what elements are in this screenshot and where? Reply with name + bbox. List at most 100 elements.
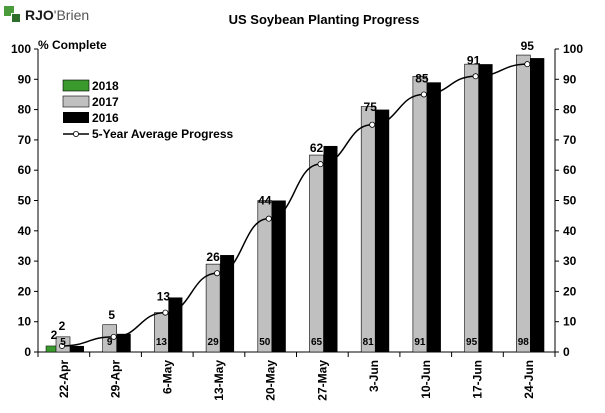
average-point (472, 73, 479, 80)
y-tick-label-left: 30 (18, 254, 32, 268)
bar-2016 (70, 345, 84, 352)
bar-2017 (515, 54, 531, 353)
y-tick-label-right: 60 (563, 163, 577, 177)
bar-2016 (530, 58, 545, 353)
average-point (110, 333, 117, 340)
data-label-2017: 65 (311, 337, 323, 348)
data-label-2017: 91 (414, 337, 426, 348)
data-label-average: 95 (521, 39, 535, 53)
bar-2016 (116, 333, 131, 352)
average-point (369, 121, 376, 128)
legend-swatch (62, 79, 90, 92)
data-label-average: 5 (108, 308, 115, 322)
bar-2016 (375, 109, 390, 352)
average-point (265, 215, 272, 222)
y-tick-label-right: 10 (563, 315, 577, 329)
average-point (59, 342, 66, 349)
data-label-2017: 9 (107, 337, 113, 348)
data-label-2017: 13 (156, 337, 168, 348)
legend-label: 2018 (92, 79, 119, 93)
y-tick-label-right: 70 (563, 133, 577, 147)
x-tick-label: 6-May (160, 360, 174, 394)
x-tick-label: 20-May (264, 360, 278, 401)
y-tick-label-right: 100 (563, 42, 583, 56)
logo-mark-icon (4, 6, 22, 24)
data-label-average: 62 (310, 141, 324, 155)
x-tick-label: 3-Jun (367, 360, 381, 392)
data-label-2017: 98 (518, 337, 530, 348)
average-point (162, 309, 169, 316)
data-label-2017: 81 (363, 337, 375, 348)
y-tick-label-right: 20 (563, 284, 577, 298)
legend-label: 5-Year Average Progress (92, 127, 234, 141)
y-tick-label-left: 20 (18, 284, 32, 298)
y-tick-label-left: 50 (18, 194, 32, 208)
rjo-brien-logo: RJO'Brien (4, 6, 89, 24)
y-tick-label-left: 60 (18, 163, 32, 177)
bar-2017 (412, 75, 428, 353)
average-line-group (59, 61, 531, 349)
bar-2017 (464, 63, 479, 353)
y-tick-label-right: 80 (563, 103, 577, 117)
data-label-average: 75 (364, 100, 378, 114)
bar-2017 (360, 106, 376, 353)
data-label-average: 44 (258, 194, 272, 208)
average-point (317, 161, 324, 168)
x-tick-label: 13-May (212, 360, 226, 401)
bar-2016 (271, 200, 286, 352)
bar-2016 (168, 297, 183, 352)
data-label-2017: 5 (60, 337, 66, 348)
x-tick-label: 24-Jun (522, 360, 536, 399)
legend-swatch (63, 112, 89, 123)
logo-text-brien: 'Brien (53, 7, 90, 23)
data-label-average: 13 (157, 290, 171, 304)
data-label-2017: 50 (259, 337, 271, 348)
bar-2016 (426, 82, 441, 352)
y-tick-label-left: 90 (18, 72, 32, 86)
average-point (524, 61, 531, 68)
y-tick-label-left: 70 (18, 133, 32, 147)
legend-label: 2016 (92, 111, 119, 125)
y-tick-label-right: 30 (563, 254, 577, 268)
data-label-2017: 29 (208, 337, 220, 348)
legend-swatch (62, 95, 90, 108)
data-label-average: 91 (467, 53, 481, 67)
y-tick-label-right: 90 (563, 72, 577, 86)
legend: 2018 2017 2016 5-Year Average Progress (62, 79, 234, 141)
bar-2016 (220, 255, 235, 352)
bars-group (45, 54, 545, 353)
y-tick-label-left: 10 (18, 315, 32, 329)
y-tick-label-left: 0 (24, 345, 31, 359)
average-line (61, 63, 528, 347)
y-tick-label-right: 40 (563, 224, 577, 238)
x-tick-label: 27-May (315, 360, 329, 401)
y-tick-label-right: 50 (563, 194, 577, 208)
legend-line-marker (73, 130, 80, 137)
logo-text-rjo: RJO (25, 7, 54, 23)
y-tick-label-left: 80 (18, 103, 32, 117)
bar-2016 (323, 145, 338, 352)
x-tick-label: 17-Jun (470, 360, 484, 399)
x-tick-label: 29-Apr (109, 360, 123, 398)
y-axis-label: % Complete (38, 38, 107, 52)
data-label-2017: 95 (466, 337, 478, 348)
y-tick-label-right: 0 (563, 345, 570, 359)
data-label-average: 85 (415, 71, 429, 85)
bar-2016 (478, 64, 493, 353)
bar-2017 (257, 200, 273, 353)
y-tick-label-left: 100 (11, 42, 31, 56)
legend-label: 2017 (92, 95, 119, 109)
data-label-2018: 2 (51, 328, 58, 342)
axes: 0 0 10 10 20 20 30 30 40 40 50 50 60 60 70 70 80 80 90 90 10… (11, 42, 583, 401)
bar-2017 (309, 154, 324, 353)
data-label-average: 2 (59, 319, 66, 333)
average-point (214, 270, 221, 277)
x-tick-label: 10-Jun (419, 360, 433, 399)
chart-title: US Soybean Planting Progress (229, 12, 420, 27)
x-tick-label: 22-Apr (57, 360, 71, 398)
y-tick-label-left: 40 (18, 224, 32, 238)
average-point (420, 91, 427, 98)
data-label-average: 26 (206, 250, 220, 264)
